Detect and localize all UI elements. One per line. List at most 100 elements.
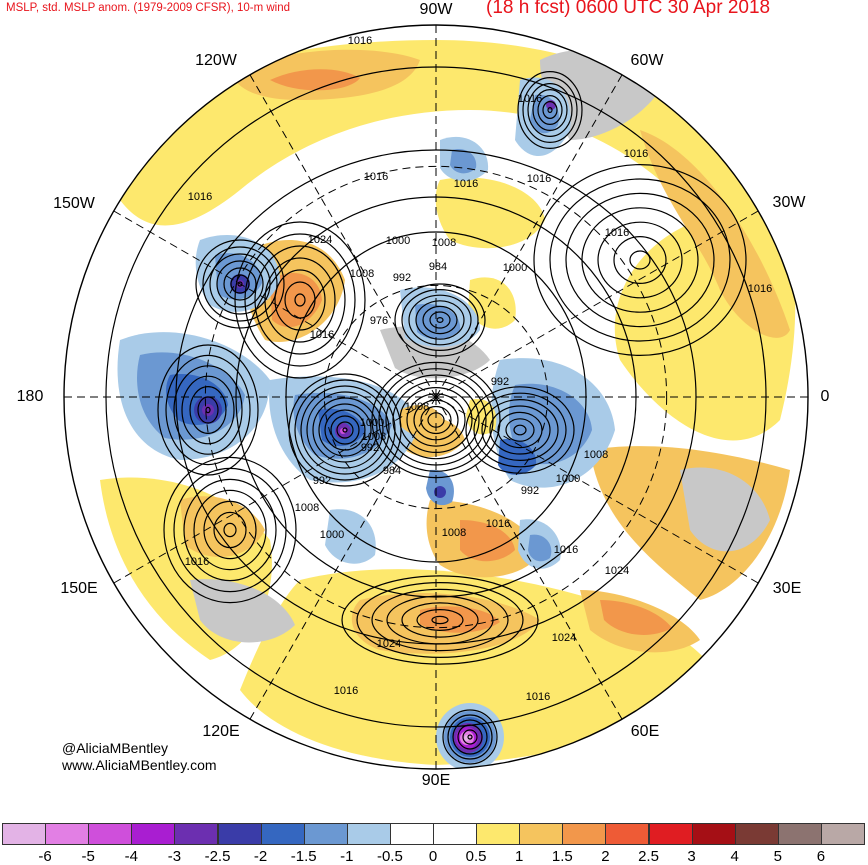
positive-anomaly-region (270, 69, 360, 91)
isobar-label: 1016 (526, 691, 550, 703)
colorbar-bin (476, 823, 521, 845)
isobar (254, 245, 346, 355)
colorbar-tick-label: -3 (167, 848, 182, 865)
isobar (318, 403, 372, 457)
isobar-label: 1024 (308, 234, 332, 246)
meridian-line (435, 396, 623, 720)
isobar (202, 246, 278, 322)
isobar (532, 88, 568, 131)
meridian-line (435, 396, 759, 584)
colorbar-tick-label: -1 (340, 848, 354, 865)
colorbar-bin (777, 823, 822, 845)
land-mask (190, 579, 295, 643)
forecast-time: (18 h fcst) 0600 UTC 30 Apr 2018 (486, 0, 771, 18)
isobar (183, 478, 277, 582)
land-mask (680, 467, 770, 552)
isobar (306, 391, 384, 469)
isobar-label: 1024 (377, 638, 401, 650)
colorbar-tick-label: -2.5 (204, 848, 231, 865)
meridian-line (113, 210, 437, 398)
isobar-label: 1000 (320, 529, 344, 541)
isobar-label: 992 (491, 376, 509, 388)
product-title: MSLP, std. MSLP anom. (1979-2009 CFSR), … (6, 2, 291, 14)
isobar (195, 239, 285, 329)
colorbar-tick-label: -5 (81, 848, 95, 865)
isobar (181, 375, 235, 445)
colorbar-tick-label: -2 (253, 848, 268, 865)
isobar (330, 415, 360, 445)
isobar (442, 709, 498, 765)
colorbar-bin (691, 823, 736, 845)
isobar (613, 236, 667, 285)
isobar-label: 992 (313, 475, 331, 487)
isobar (209, 253, 271, 315)
positive-anomaly-region (468, 277, 516, 329)
isobar (274, 269, 326, 331)
meridian-line (249, 74, 437, 398)
positive-anomaly-region (420, 606, 500, 633)
isobar (223, 522, 237, 538)
colorbar-bin (605, 823, 650, 845)
isobar (371, 588, 509, 652)
colorbar-tick-label: -4 (124, 848, 138, 865)
graticule (64, 25, 808, 769)
isobar-labels: 1016 1016 1016 1016 1016 1016 1016 1016 1024 1016… (185, 35, 772, 703)
meridian-line (435, 210, 759, 398)
colorbar-bin (389, 823, 434, 845)
isobar (312, 397, 378, 463)
isobar (473, 392, 567, 468)
isobar (294, 293, 306, 307)
isobar (542, 100, 558, 119)
isobar-label: 1008 (442, 527, 466, 539)
positive-anomaly-region (435, 177, 545, 249)
isobar (237, 281, 243, 287)
isobar (447, 714, 493, 760)
latitude-circle (204, 165, 668, 629)
isobar (408, 294, 472, 346)
meridian-line (435, 74, 623, 398)
isobar (157, 344, 259, 476)
colorbar-bin (217, 823, 262, 845)
isobar-label: 1016 (454, 178, 478, 190)
isobar-label: 1016 (605, 227, 629, 239)
colorbar-tick-label: 2 (601, 848, 610, 865)
isobar (489, 405, 551, 455)
isobar-label: 1016 (527, 173, 551, 185)
colorbar-bin (346, 823, 391, 845)
colorbar-tick-label: 2.5 (638, 848, 659, 865)
longitude-label: 60E (630, 723, 660, 740)
isobar (513, 424, 527, 436)
colorbar-bin (820, 823, 865, 845)
isobar (165, 354, 251, 466)
longitude-label: 60W (630, 52, 664, 69)
isobar (193, 489, 267, 571)
isobar (537, 94, 563, 125)
isobar (517, 70, 583, 150)
isobar (163, 456, 297, 604)
colorbar-bin (519, 823, 564, 845)
longitude-label: 0 (820, 388, 830, 405)
isobar-label: 1016 (748, 283, 772, 295)
colorbar-tick-label: 1 (515, 848, 524, 865)
positive-anomaly-region (640, 130, 790, 338)
colorbar-bin (562, 823, 607, 845)
longitude-label: 90E (421, 772, 451, 789)
colorbar-tick-label: 3 (687, 848, 696, 865)
isobar (336, 421, 354, 439)
isobar-label: 1000 (503, 262, 527, 274)
isobar (294, 379, 396, 481)
positive-anomaly-region (180, 496, 265, 557)
isobar-label: 1016 (554, 544, 578, 556)
isobar (244, 233, 356, 367)
colorbar-tick-label: -0.5 (376, 848, 403, 865)
isobar (429, 311, 451, 329)
credit-handle: @AliciaMBentley (62, 740, 169, 756)
isobar (467, 734, 473, 740)
isobar (415, 300, 465, 340)
positive-anomaly-region (460, 520, 515, 562)
isobar (597, 221, 683, 299)
isobar (416, 609, 464, 631)
colorbar-bin (648, 823, 693, 845)
colorbar-bin (260, 823, 305, 845)
isobar-label: 1000 (386, 235, 410, 247)
